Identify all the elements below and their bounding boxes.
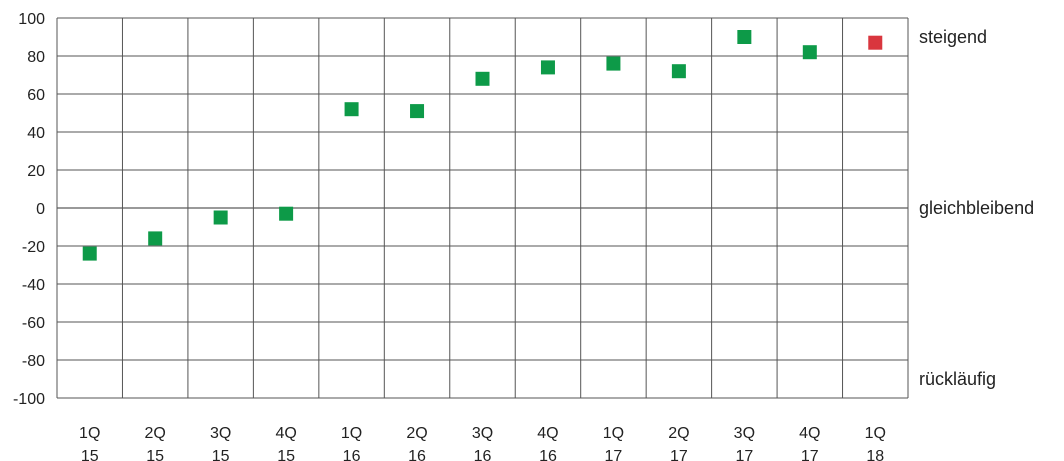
x-tick-label: 1Q 17 <box>603 425 624 461</box>
x-tick-label: 2Q 16 <box>406 425 427 461</box>
x-tick-label: 3Q 15 <box>210 425 231 461</box>
x-tick-label: 3Q 17 <box>734 425 755 461</box>
y-tick-label: 40 <box>27 125 45 142</box>
side-label-0: steigend <box>919 27 987 47</box>
y-tick-label: 100 <box>18 11 45 28</box>
data-point-9 <box>671 64 686 79</box>
x-tick-label: 3Q 16 <box>472 425 493 461</box>
data-point-7 <box>540 60 555 75</box>
y-tick-label: 80 <box>27 49 45 66</box>
data-point-0 <box>82 246 97 261</box>
data-point-10 <box>737 30 752 44</box>
x-tick-label: 1Q 15 <box>79 425 100 461</box>
side-label-1: gleichbleibend <box>919 198 1034 218</box>
side-labels: steigend gleichbleibend rückläufig <box>919 27 1034 389</box>
data-point-5 <box>410 104 425 119</box>
x-tick-label: 1Q 18 <box>865 425 886 461</box>
data-point-6 <box>475 71 490 86</box>
data-point-8 <box>606 56 621 71</box>
y-tick-label: 0 <box>36 201 45 218</box>
data-point-11 <box>802 45 817 60</box>
side-label-2: rückläufig <box>919 369 996 389</box>
x-tick-label: 2Q 15 <box>145 425 166 461</box>
y-tick-label: -40 <box>22 277 45 294</box>
y-axis-tick-labels: 100 80 60 40 20 0 -20 -40 -60 -80 -100 <box>13 11 45 408</box>
x-tick-label: 2Q 17 <box>668 425 689 461</box>
y-tick-label: -100 <box>13 391 45 408</box>
data-point-3 <box>279 206 294 221</box>
data-points <box>82 30 883 261</box>
x-tick-label: 4Q 16 <box>537 425 558 461</box>
data-point-12 <box>868 35 883 50</box>
data-point-1 <box>148 231 163 246</box>
y-tick-label: -60 <box>22 315 45 332</box>
data-point-4 <box>344 102 359 117</box>
grid <box>56 17 909 399</box>
y-tick-label: 20 <box>27 163 45 180</box>
y-tick-label: 60 <box>27 87 45 104</box>
y-tick-label: -20 <box>22 239 45 256</box>
x-tick-label: 4Q 17 <box>799 425 820 461</box>
x-tick-label: 4Q 15 <box>275 425 296 461</box>
data-point-2 <box>213 210 228 225</box>
y-tick-label: -80 <box>22 353 45 370</box>
x-tick-label: 1Q 16 <box>341 425 362 461</box>
x-axis-tick-labels: 1Q 15 2Q 15 3Q 15 4Q 15 1Q 16 2Q 16 3Q 16 4Q 16 1Q 17 2Q 17… <box>79 425 886 461</box>
